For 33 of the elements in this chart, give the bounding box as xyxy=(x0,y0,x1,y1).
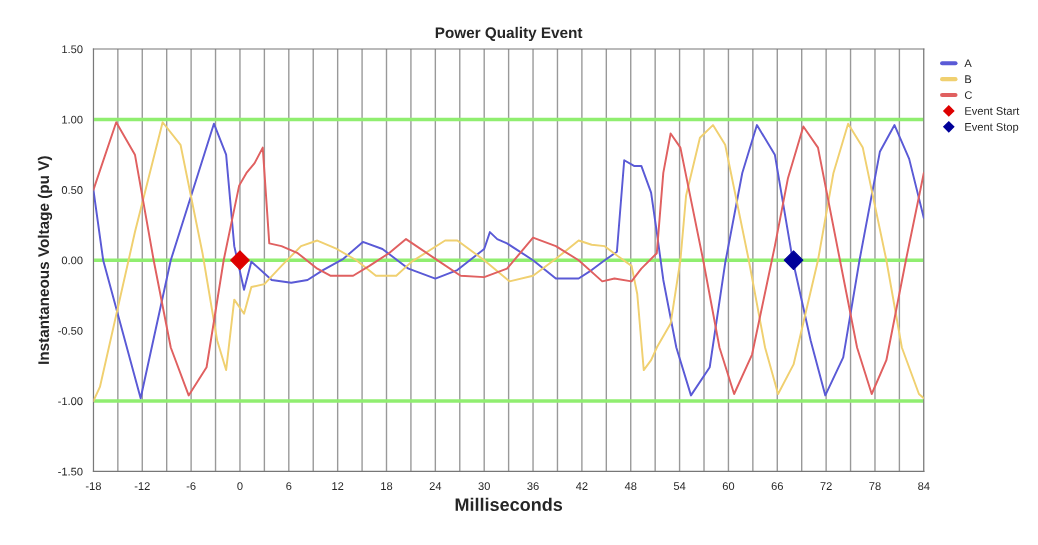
x-tick-label: 54 xyxy=(673,482,686,490)
legend-label: C xyxy=(964,91,972,100)
x-tick-label: 84 xyxy=(918,482,930,490)
x-tick-label: 78 xyxy=(869,482,881,490)
legend-label: Event Start xyxy=(965,107,1020,115)
legend-label: A xyxy=(964,59,972,68)
y-tick-label: -0.50 xyxy=(58,326,83,335)
y-tick-label: -1.50 xyxy=(58,467,83,476)
y-tick-label: 0.50 xyxy=(61,186,83,194)
x-tick-label: 60 xyxy=(722,482,735,490)
x-tick-label: -12 xyxy=(134,482,150,490)
x-tick-label: -6 xyxy=(186,482,196,490)
x-tick-label: 42 xyxy=(575,482,588,490)
x-tick-label: 0 xyxy=(237,482,243,490)
y-tick-label: 1.50 xyxy=(62,45,83,54)
legend-label: B xyxy=(965,75,972,84)
x-tick-label: 24 xyxy=(429,482,442,490)
x-axis-title: Milliseconds xyxy=(455,497,563,512)
y-tick-label: 1.00 xyxy=(62,115,83,124)
x-tick-label: 72 xyxy=(820,482,832,490)
legend-label: Event Stop xyxy=(965,123,1019,134)
x-tick-label: 36 xyxy=(527,482,539,490)
x-tick-label: 18 xyxy=(381,482,393,490)
x-tick-label: 66 xyxy=(771,482,783,490)
y-tick-label: -1.00 xyxy=(58,397,83,406)
x-tick-label: 30 xyxy=(478,482,490,490)
x-tick-label: 6 xyxy=(286,482,292,490)
x-tick-label: 48 xyxy=(624,482,637,490)
x-tick-label: -18 xyxy=(85,482,101,490)
y-axis-title: Instantaneous Voltage (pu V) xyxy=(37,156,53,364)
y-tick-label: 0.00 xyxy=(61,256,83,265)
x-tick-label: 12 xyxy=(332,482,344,490)
chart-title: Power Quality Event xyxy=(435,26,583,42)
